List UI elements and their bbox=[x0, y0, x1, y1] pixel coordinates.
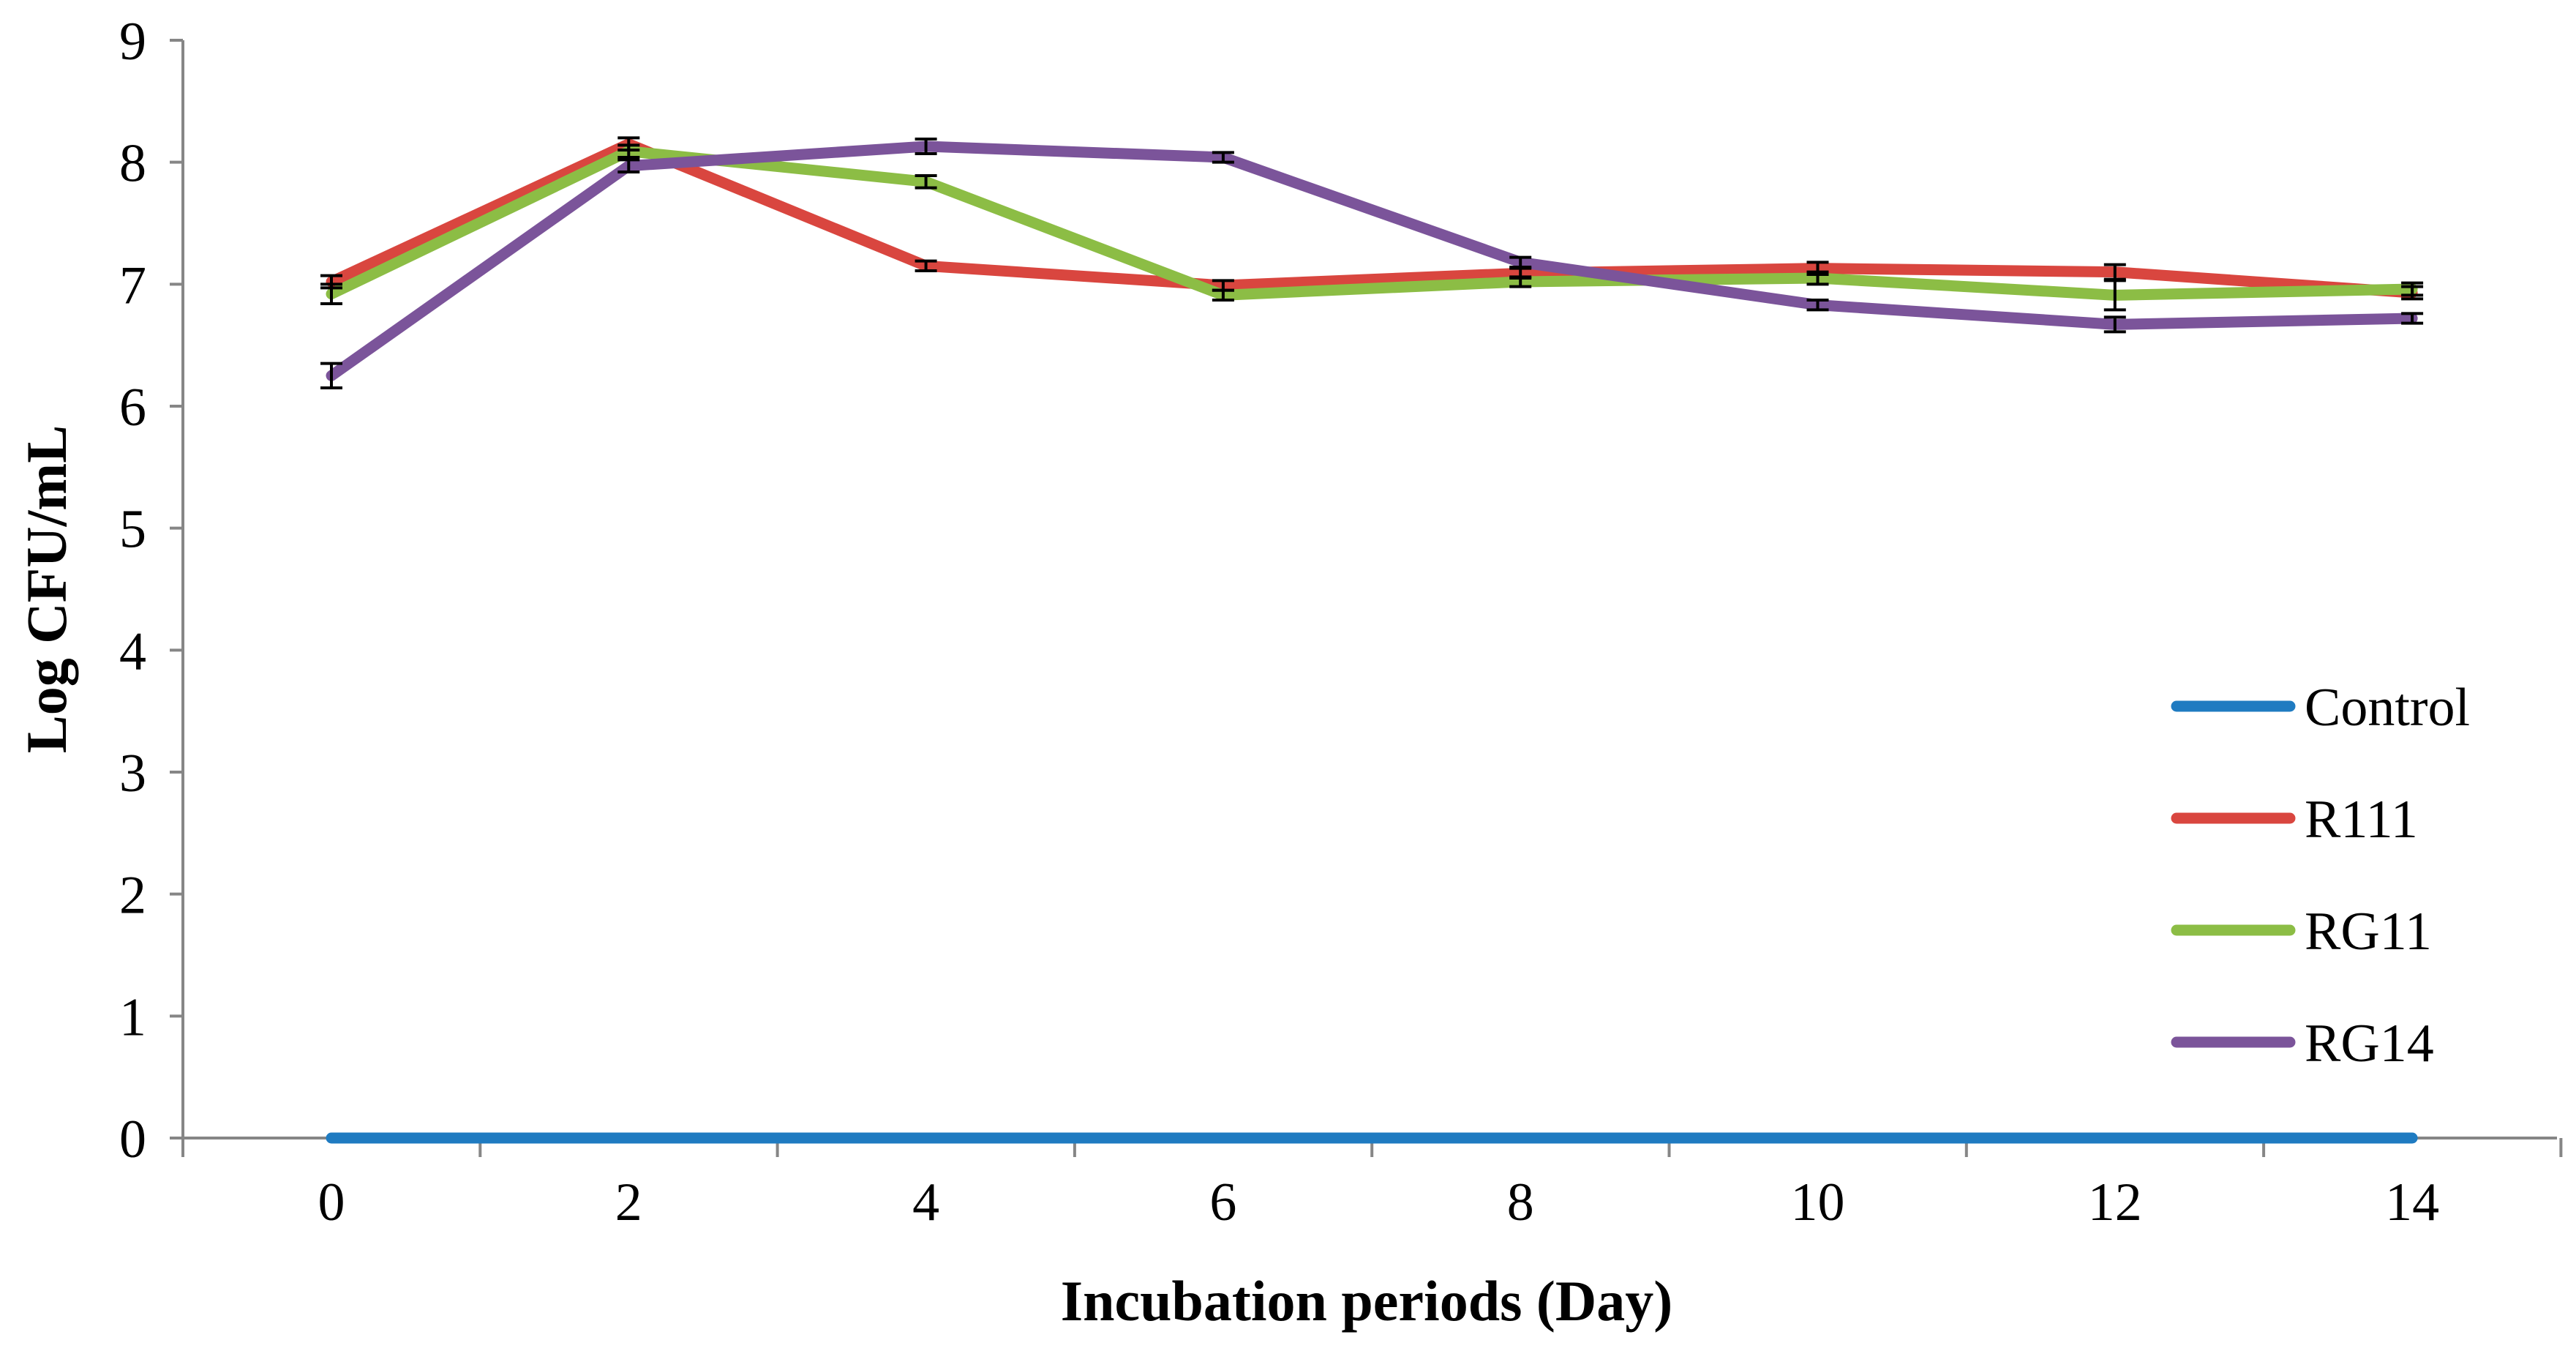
y-tick-label: 5 bbox=[119, 500, 146, 560]
line-chart: 01234567890 2 4 6 8 10 12 14 ControlR111RG11RG1… bbox=[0, 0, 2576, 1351]
y-tick-label: 7 bbox=[119, 255, 146, 315]
legend-label-rg11: RG11 bbox=[2305, 902, 2432, 962]
y-tick-label: 0 bbox=[119, 1109, 146, 1170]
legend-label-r111: R111 bbox=[2305, 790, 2418, 850]
legend-label-rg14: RG14 bbox=[2305, 1014, 2434, 1074]
x-tick-label: 10 bbox=[1791, 1172, 1845, 1232]
series-lines bbox=[331, 144, 2412, 1138]
x-tick-label: 2 bbox=[615, 1172, 642, 1232]
series-line-rg14 bbox=[331, 146, 2412, 375]
y-tick-label: 6 bbox=[119, 378, 146, 438]
y-tick-label: 9 bbox=[119, 12, 146, 72]
y-tick-label: 8 bbox=[119, 134, 146, 194]
y-tick-label: 4 bbox=[119, 621, 146, 681]
x-tick-label: 14 bbox=[2385, 1172, 2439, 1232]
error-bars bbox=[320, 138, 2423, 388]
x-tick-label: 6 bbox=[1209, 1172, 1236, 1232]
x-axis-title: Incubation periods (Day) bbox=[1061, 1269, 1672, 1333]
x-tick-label: 4 bbox=[912, 1172, 939, 1232]
x-tick-label: 8 bbox=[1507, 1172, 1534, 1232]
y-axis-title: Log CFU/mL bbox=[15, 425, 78, 754]
y-tick-label: 2 bbox=[119, 866, 146, 926]
y-tick-label: 3 bbox=[119, 744, 146, 804]
x-tick-label: 0 bbox=[318, 1172, 345, 1232]
legend: Control R111 RG11 RG14 bbox=[2177, 678, 2470, 1074]
y-tick-label: 1 bbox=[119, 987, 146, 1047]
legend-label-control: Control bbox=[2305, 678, 2470, 738]
x-tick-label: 12 bbox=[2088, 1172, 2142, 1232]
